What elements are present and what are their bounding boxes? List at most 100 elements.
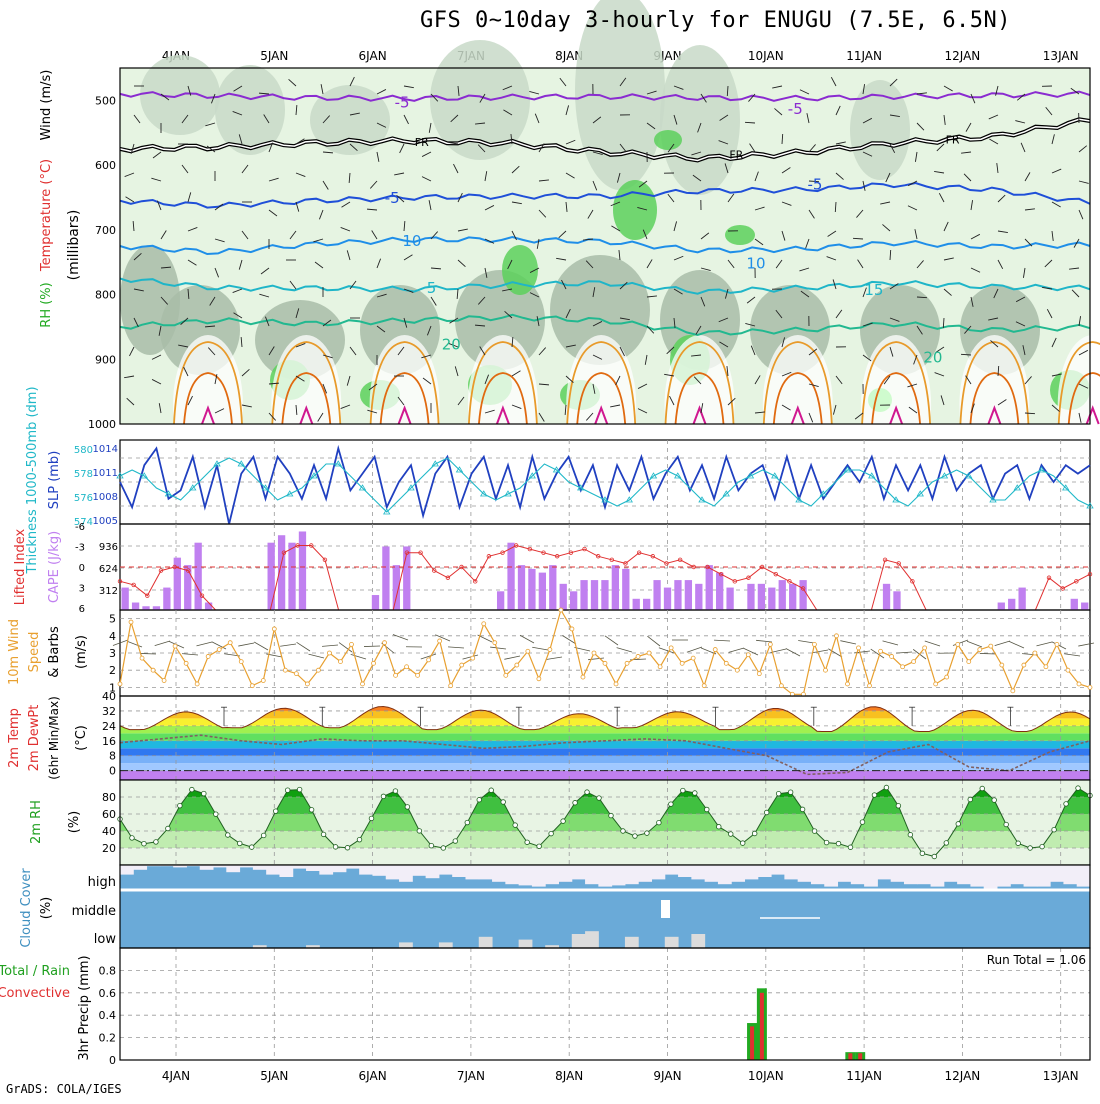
high-cloud-gap [824,865,838,887]
rh2m-marker [728,832,733,837]
wind10-marker [316,668,320,672]
cape-bar [883,584,890,610]
cape-bar [622,569,629,610]
cape-bar [518,565,525,610]
wind10-marker [118,682,122,686]
rh2m-marker [1076,786,1081,791]
wind10-barb [490,647,506,649]
wind10-barb [605,636,618,645]
wind10-marker [493,641,497,645]
wind10-barb [155,641,170,646]
rh2m-marker [681,788,686,793]
high-cloud-gap [399,865,413,882]
high-cloud-gap [705,865,719,882]
cape-bar [570,591,577,610]
rh2m-marker [190,787,195,792]
wind10-marker [702,684,706,688]
high-cloud-gap [333,865,347,872]
rh2m-marker [896,803,901,808]
cape-bar [288,543,295,610]
high-cloud-gap [652,865,666,879]
rh2m-marker [800,807,805,812]
wind10-barb [756,640,772,642]
wind10-barb [504,656,520,659]
wind10-label-1: 10m Wind [7,619,22,685]
high-cloud-gap [1024,865,1038,887]
cape-bar [706,565,713,610]
chart-title: GFS 0~10day 3-hourly for ENUGU (7.5E, 6.… [420,8,1100,33]
wind10-marker [923,646,927,650]
dry-boundary-layer [271,335,341,475]
low-cloud-gap [665,937,679,948]
high-cloud-gap [877,865,891,879]
dry-boundary-layer [763,335,833,475]
rh2m-marker [884,785,889,790]
wind10-marker [383,641,387,645]
wind10-marker [570,627,574,631]
day-label-bottom: 5JAN [260,1069,288,1083]
rh2m-marker [908,832,913,837]
wind10-marker [868,684,872,688]
wind10-barb [140,653,156,654]
rh2m-marker [405,805,410,810]
cape-bar [195,543,202,610]
contour-label: 15 [864,281,883,299]
wind10-marker [515,663,519,667]
wind10-marker [945,675,949,679]
precip-label-2: Convective [0,986,70,1001]
contour-label: FR [415,136,429,149]
rh2m-marker [465,820,470,825]
cape-bar [633,599,640,610]
wind10-marker [305,682,309,686]
day-label-top: 11JAN [846,49,882,63]
day-label-top: 13JAN [1043,49,1079,63]
wind10-marker [812,642,816,646]
wind10-barb [1078,643,1094,646]
slp-tick: 1005 [93,516,118,527]
rh2m-marker [860,820,865,825]
day-label-bottom: 12JAN [945,1069,981,1083]
wind10-marker [173,644,177,648]
high-cloud-gap [1077,865,1091,887]
high-cloud-gap [718,865,732,884]
wind10-marker [1000,663,1004,667]
high-cloud-gap [279,865,293,877]
high-cloud-gap [306,865,320,871]
wind10-marker [713,648,717,652]
wind10-marker [823,668,827,672]
rh2m-marker [225,833,230,838]
rh2m-marker [357,837,362,842]
wind10-marker [261,679,265,683]
wind10-marker [129,620,133,624]
high-cloud-gap [811,865,825,884]
wind10-marker [978,648,982,652]
wind10-barb [925,641,940,646]
rh2m-marker [932,854,937,859]
precip-convective-bar [750,1026,754,1060]
wind10-marker [901,665,905,669]
wind10-barb [364,646,380,647]
wind10-marker [581,675,585,679]
temp-band [120,741,1090,748]
high-cloud-gap [731,865,745,882]
cape-bar [205,603,212,610]
temp-tick: 0 [109,765,116,778]
cape-bar [132,603,139,610]
high-cloud-gap [784,865,798,879]
high-cloud-gap [758,865,772,877]
contour-label: 10 [746,254,765,272]
cape-bar [382,546,389,610]
wind10-marker [283,668,287,672]
cape-bar [685,580,692,610]
high-cloud-gap [864,865,878,887]
wind10-marker [162,679,166,683]
wind10-barb [196,642,212,646]
run-total-label: Run Total = 1.06 [987,953,1086,967]
contour-label: FR [729,148,743,161]
temp2m-label-2: 2m DewPt [27,705,42,772]
wind10-marker [1077,682,1081,686]
wind10-barb [238,643,254,646]
cape-bar [560,584,567,610]
rh2m-marker [321,832,326,837]
wind10-marker [680,661,684,665]
